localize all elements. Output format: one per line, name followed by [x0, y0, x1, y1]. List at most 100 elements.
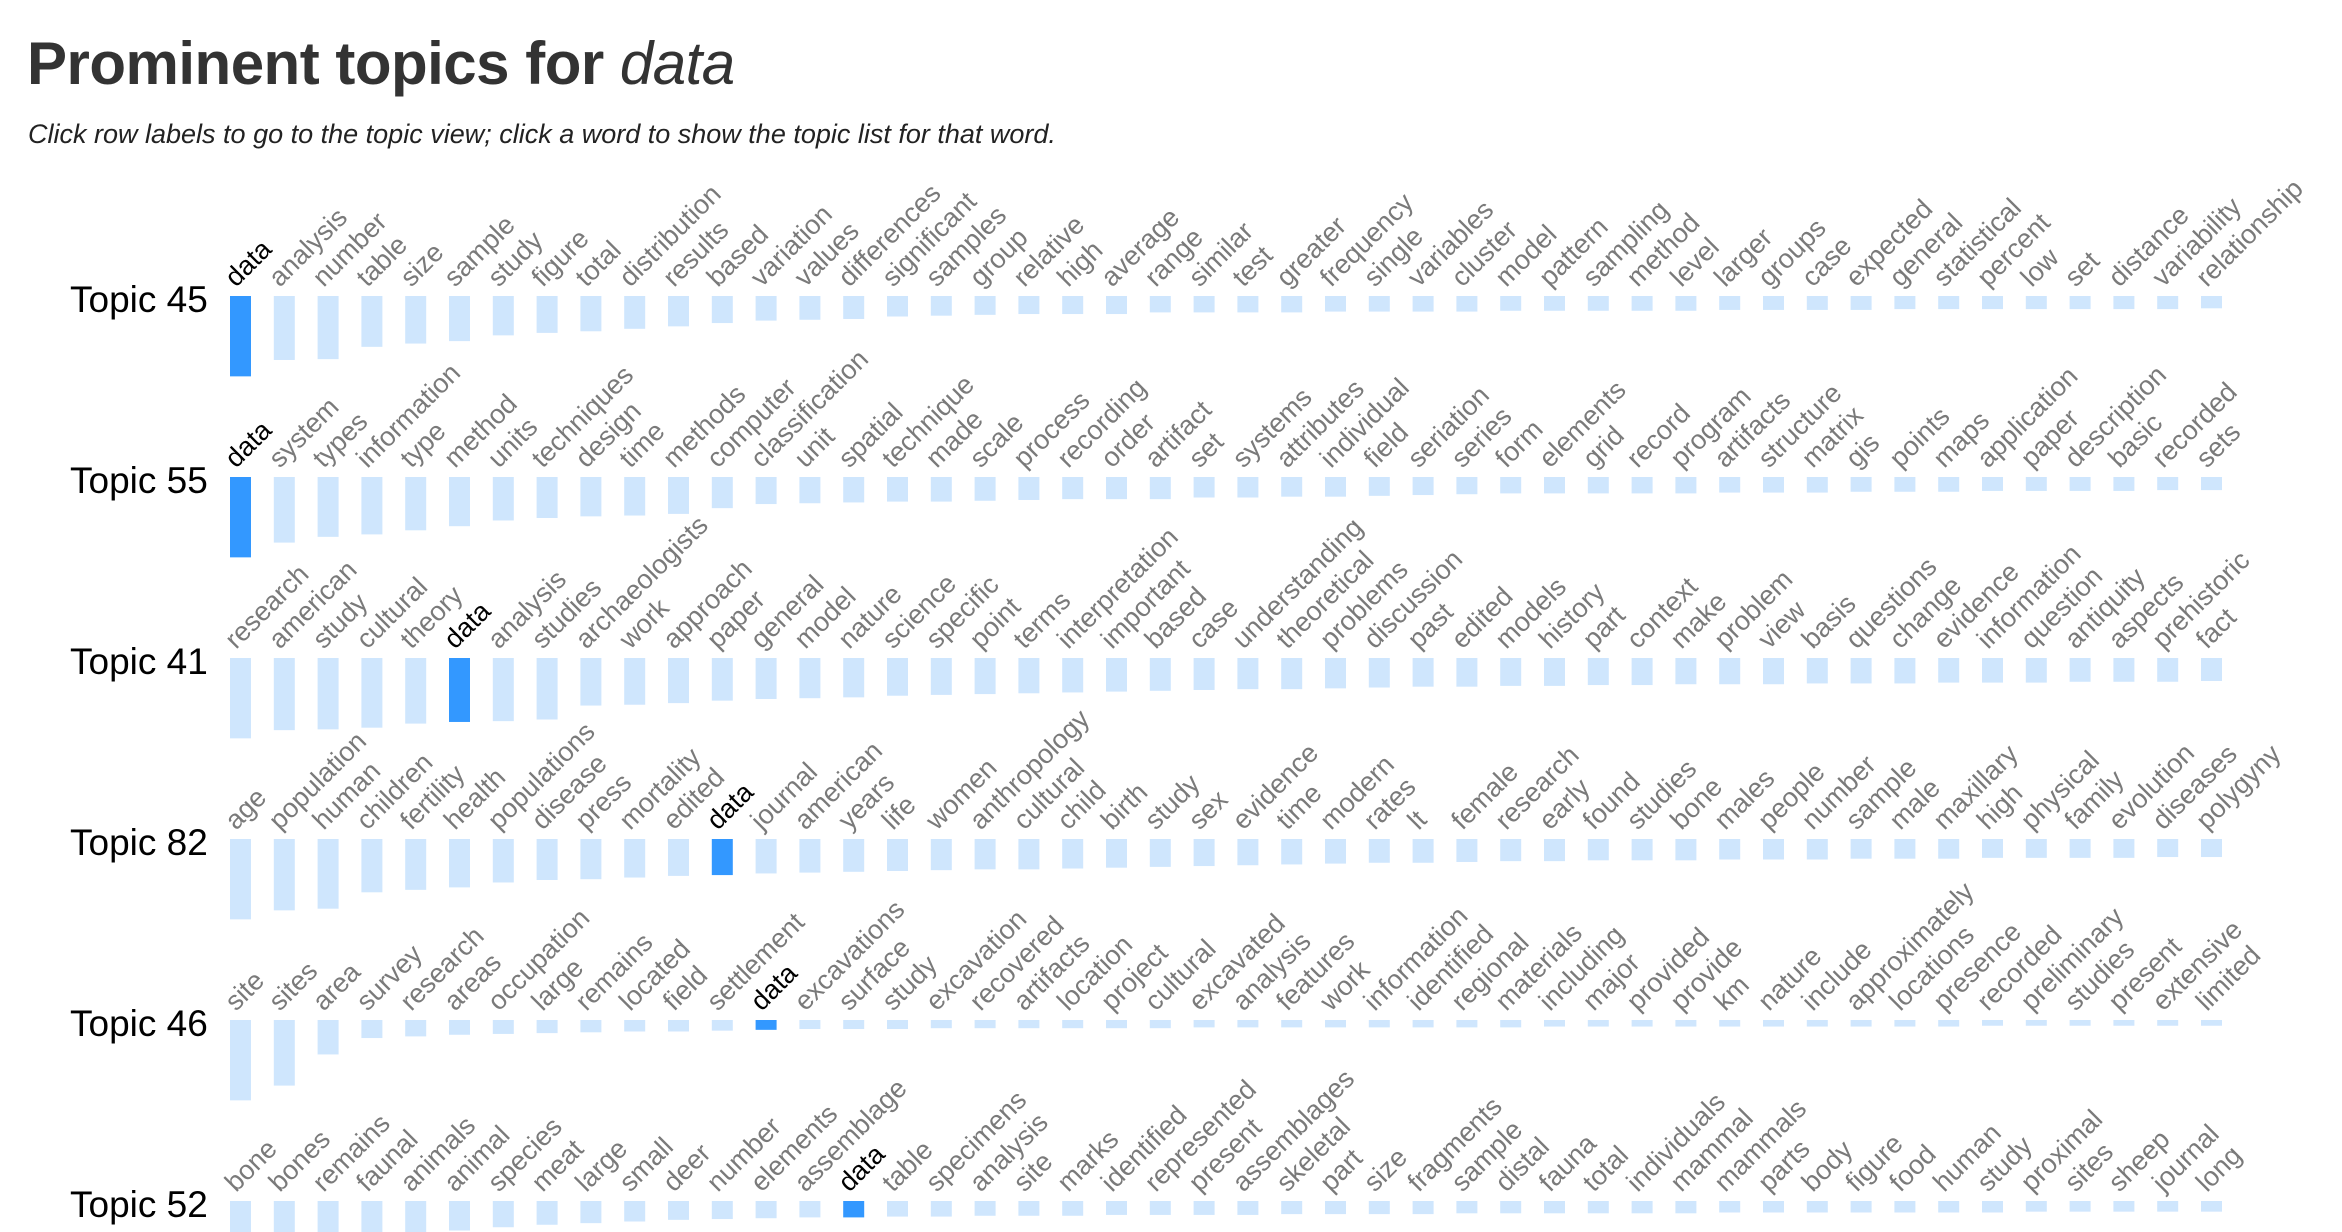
word-bar[interactable]: [1719, 839, 1741, 860]
topic-row-label[interactable]: Topic 55: [70, 460, 208, 501]
word-bar[interactable]: [1675, 477, 1697, 494]
word-bar[interactable]: [1982, 839, 2003, 858]
word-bar[interactable]: [230, 839, 251, 920]
word-bar[interactable]: [1062, 839, 1084, 869]
word-bar[interactable]: [1763, 296, 1784, 310]
word-bar[interactable]: [1982, 1020, 2003, 1026]
word-bar[interactable]: [1062, 1020, 1084, 1029]
word-bar[interactable]: [1894, 1020, 1916, 1027]
word-bar[interactable]: [1106, 477, 1127, 500]
word-bar[interactable]: [1193, 296, 1215, 313]
word-bar[interactable]: [755, 477, 777, 505]
word-bar[interactable]: [974, 477, 996, 501]
topic-word[interactable]: age: [219, 782, 272, 835]
word-bar[interactable]: [361, 839, 383, 893]
word-bar[interactable]: [668, 477, 689, 514]
word-bar[interactable]: [2157, 658, 2179, 682]
word-bar[interactable]: [1106, 839, 1127, 868]
word-bar[interactable]: [492, 1201, 514, 1228]
word-bar[interactable]: [1894, 296, 1916, 310]
word-bar[interactable]: [1412, 1201, 1434, 1215]
word-bar[interactable]: [1193, 1201, 1215, 1215]
word-bar[interactable]: [536, 839, 558, 880]
word-bar[interactable]: [1763, 658, 1784, 685]
word-bar[interactable]: [755, 658, 777, 699]
word-bar[interactable]: [1193, 658, 1215, 690]
word-bar[interactable]: [492, 296, 514, 336]
word-bar[interactable]: [1368, 1020, 1390, 1028]
word-bar[interactable]: [1500, 839, 1522, 862]
word-bar[interactable]: [1894, 658, 1916, 684]
word-bar[interactable]: [492, 1020, 514, 1034]
word-bar[interactable]: [799, 658, 821, 699]
word-bar[interactable]: [1631, 296, 1653, 311]
word-bar[interactable]: [1456, 839, 1478, 862]
word-bar[interactable]: [1412, 1020, 1434, 1028]
word-bar[interactable]: [2157, 839, 2179, 858]
word-bar[interactable]: [1719, 296, 1741, 310]
word-bar[interactable]: [2157, 1020, 2179, 1026]
word-bar[interactable]: [974, 839, 996, 870]
word-bar[interactable]: [492, 477, 514, 521]
word-bar[interactable]: [405, 839, 427, 890]
topic-word[interactable]: site: [219, 965, 270, 1016]
word-bar[interactable]: [1281, 839, 1303, 865]
word-bar[interactable]: [2201, 658, 2222, 681]
word-bar[interactable]: [930, 296, 952, 316]
word-bar[interactable]: [1062, 658, 1084, 693]
word-bar[interactable]: [1149, 1201, 1171, 1215]
word-bar[interactable]: [1938, 296, 1960, 310]
word-bar[interactable]: [580, 658, 602, 706]
word-bar[interactable]: [930, 839, 952, 871]
word-bar[interactable]: [624, 658, 646, 705]
word-bar[interactable]: [711, 1201, 733, 1220]
word-bar[interactable]: [1281, 477, 1303, 497]
word-bar[interactable]: [1018, 658, 1040, 694]
word-bar[interactable]: [273, 477, 295, 543]
word-bar[interactable]: [536, 658, 558, 720]
word-bar[interactable]: [536, 1201, 558, 1225]
word-bar[interactable]: [2201, 1201, 2222, 1212]
word-bar[interactable]: [799, 296, 821, 320]
word-bar[interactable]: [273, 839, 295, 911]
word-bar[interactable]: [1500, 658, 1522, 686]
word-bar[interactable]: [624, 477, 646, 516]
word-bar[interactable]: [843, 477, 865, 503]
word-bar[interactable]: [930, 1020, 952, 1029]
word-bar[interactable]: [1456, 477, 1478, 495]
word-bar[interactable]: [755, 296, 777, 321]
word-bar[interactable]: [711, 296, 733, 324]
word-bar[interactable]: [668, 839, 689, 876]
word-bar[interactable]: [492, 839, 514, 883]
word-bar[interactable]: [1850, 296, 1872, 310]
word-bar[interactable]: [1500, 477, 1522, 494]
word-bar[interactable]: [492, 658, 514, 722]
word-bar[interactable]: [1719, 477, 1741, 493]
topic-word[interactable]: data: [219, 414, 278, 473]
word-bar[interactable]: [1281, 1201, 1303, 1215]
word-bar[interactable]: [273, 1201, 295, 1232]
word-bar[interactable]: [1500, 1201, 1522, 1214]
word-bar[interactable]: [1938, 658, 1960, 683]
word-bar[interactable]: [1237, 296, 1259, 313]
word-bar[interactable]: [799, 1201, 821, 1218]
word-bar[interactable]: [317, 658, 339, 730]
word-bar[interactable]: [1412, 477, 1434, 496]
word-bar[interactable]: [887, 1201, 908, 1217]
word-bar[interactable]: [1587, 1020, 1609, 1027]
word-bar[interactable]: [1587, 296, 1609, 311]
word-bar[interactable]: [1719, 1201, 1741, 1213]
word-bar[interactable]: [668, 1201, 689, 1220]
word-bar[interactable]: [273, 1020, 295, 1086]
word-bar[interactable]: [449, 296, 470, 342]
word-bar[interactable]: [2201, 1020, 2222, 1026]
word-bar[interactable]: [887, 839, 908, 871]
word-bar[interactable]: [930, 477, 952, 502]
word-bar[interactable]: [1719, 658, 1741, 685]
topic-word[interactable]: birth: [1095, 777, 1153, 835]
word-bar[interactable]: [711, 839, 733, 876]
word-bar[interactable]: [449, 658, 470, 722]
word-bar[interactable]: [843, 658, 865, 698]
word-bar[interactable]: [755, 1201, 777, 1219]
word-bar[interactable]: [1149, 658, 1171, 691]
